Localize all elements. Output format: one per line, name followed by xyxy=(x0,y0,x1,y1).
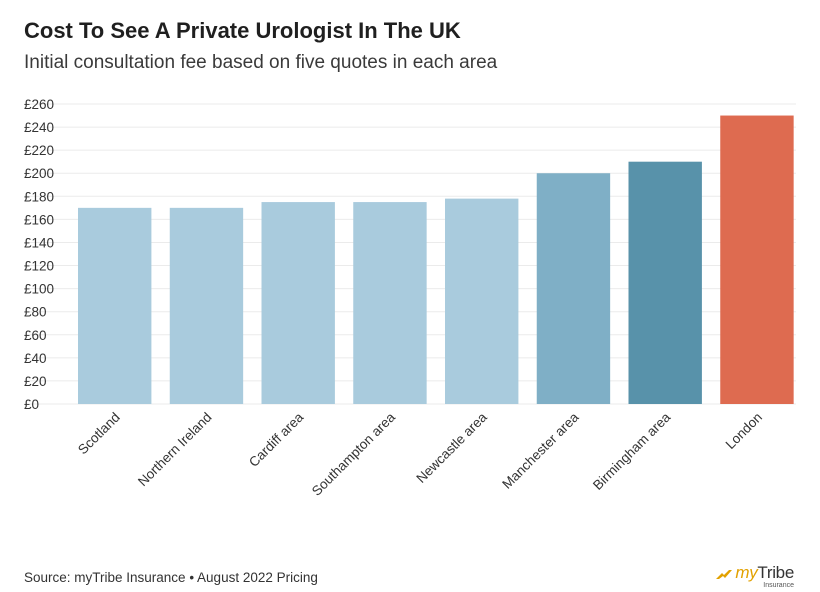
x-axis: Scotland Northern Ireland Cardiff area Sout… xyxy=(75,409,765,499)
y-tick-label: £180 xyxy=(24,189,54,204)
y-tick-label: £60 xyxy=(24,328,47,343)
x-tick-label: Scotland xyxy=(75,410,123,458)
logo-tribe: Tribe xyxy=(757,563,794,582)
x-tick-label: Southampton area xyxy=(309,409,398,498)
bar-newcastle-area xyxy=(445,198,519,404)
y-tick-label: £160 xyxy=(24,212,54,227)
y-axis: £0 £20 £40 £60 £80 £100 £120 £140 £160 £180 £200 £2… xyxy=(24,97,54,412)
x-tick-label: Newcastle area xyxy=(413,409,490,486)
bar-cardiff-area xyxy=(261,202,335,404)
chart-title: Cost To See A Private Urologist In The U… xyxy=(24,18,461,43)
x-tick-label: Birmingham area xyxy=(590,409,674,493)
y-tick-label: £80 xyxy=(24,305,47,320)
bar-birmingham-area xyxy=(628,161,702,404)
x-tick-label: Manchester area xyxy=(499,409,582,492)
bar-northern-ireland xyxy=(169,207,244,404)
y-tick-label: £220 xyxy=(24,143,54,158)
y-tick-label: £260 xyxy=(24,97,54,112)
bar-london xyxy=(720,115,794,405)
chart-subtitle: Initial consultation fee based on five q… xyxy=(24,52,498,73)
x-tick-label: Northern Ireland xyxy=(135,410,215,490)
y-tick-label: £120 xyxy=(24,259,54,274)
y-tick-label: £0 xyxy=(24,397,39,412)
logo-swoosh-icon xyxy=(716,570,733,579)
source-note: Source: myTribe Insurance • August 2022 … xyxy=(24,570,318,585)
bar-scotland xyxy=(78,207,152,404)
y-tick-label: £100 xyxy=(24,282,54,297)
bar-southampton-area xyxy=(353,202,427,404)
logo-subtitle: Insurance xyxy=(763,582,794,589)
y-tick-label: £40 xyxy=(24,351,47,366)
y-tick-label: £140 xyxy=(24,235,54,250)
y-tick-label: £20 xyxy=(24,374,47,389)
bar-manchester-area xyxy=(536,173,611,404)
y-tick-label: £200 xyxy=(24,166,54,181)
bars xyxy=(78,115,794,405)
logo-my: my xyxy=(735,563,758,582)
y-tick-label: £240 xyxy=(24,120,54,135)
x-tick-label: Cardiff area xyxy=(246,409,307,470)
mytribe-logo: myTribe Insurance xyxy=(716,564,794,589)
x-tick-label: London xyxy=(723,410,765,452)
bar-chart: £0 £20 £40 £60 £80 £100 £120 £140 £160 £180 £200 £2… xyxy=(24,97,796,499)
